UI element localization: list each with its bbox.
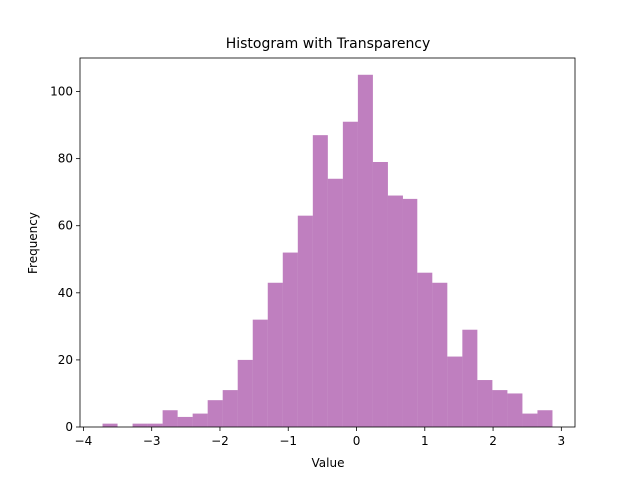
x-tick-label: 1 bbox=[421, 434, 429, 448]
bar bbox=[462, 329, 478, 427]
x-tick-label: −1 bbox=[279, 434, 297, 448]
bar bbox=[447, 356, 463, 427]
bar bbox=[537, 410, 553, 427]
bar bbox=[222, 390, 238, 427]
y-axis-label: Frequency bbox=[26, 212, 40, 274]
y-tick-label: 40 bbox=[58, 286, 73, 300]
bar bbox=[477, 380, 493, 427]
bar bbox=[267, 282, 283, 427]
bar bbox=[327, 178, 343, 427]
bar bbox=[432, 282, 448, 427]
y-tick-label: 20 bbox=[58, 353, 73, 367]
bar bbox=[342, 121, 358, 428]
bar bbox=[357, 74, 373, 427]
bar bbox=[417, 272, 433, 427]
bar bbox=[102, 423, 118, 427]
bar bbox=[162, 410, 178, 427]
y-tick-label: 80 bbox=[58, 152, 73, 166]
x-tick-label: 3 bbox=[558, 434, 566, 448]
x-tick-label: 2 bbox=[489, 434, 497, 448]
y-tick-label: 60 bbox=[58, 219, 73, 233]
bar bbox=[282, 252, 298, 427]
chart-title: Histogram with Transparency bbox=[226, 36, 431, 52]
bar bbox=[192, 413, 208, 427]
bar bbox=[387, 195, 403, 427]
x-tick-label: −4 bbox=[75, 434, 93, 448]
y-tick-label: 100 bbox=[50, 85, 73, 99]
bar bbox=[297, 215, 313, 427]
bar bbox=[522, 413, 538, 427]
bar bbox=[252, 319, 268, 427]
bar bbox=[312, 135, 328, 427]
bar bbox=[507, 393, 523, 427]
bar bbox=[132, 423, 148, 427]
bar bbox=[147, 423, 163, 427]
bar bbox=[207, 400, 223, 427]
bar bbox=[237, 359, 253, 427]
bar bbox=[492, 390, 508, 427]
bar bbox=[177, 416, 193, 427]
x-tick-label: 0 bbox=[353, 434, 361, 448]
bar bbox=[372, 161, 388, 427]
bar bbox=[402, 198, 418, 427]
plot-frame bbox=[79, 57, 576, 428]
y-tick-label: 0 bbox=[65, 420, 73, 434]
x-tick-label: −2 bbox=[211, 434, 229, 448]
x-tick-label: −3 bbox=[143, 434, 161, 448]
x-axis-label: Value bbox=[312, 456, 345, 470]
